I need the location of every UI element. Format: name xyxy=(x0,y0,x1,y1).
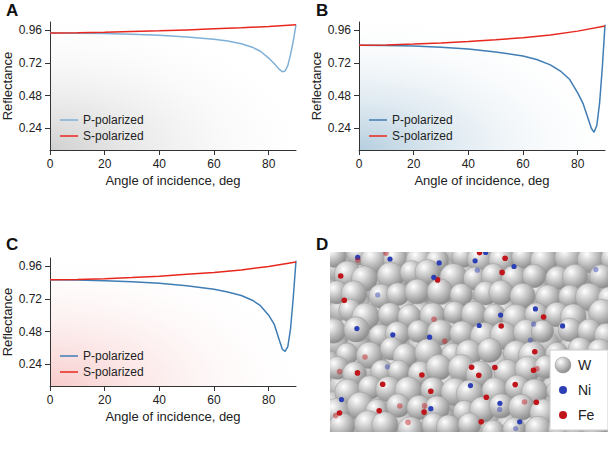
svg-text:Angle of incidence, deg: Angle of incidence, deg xyxy=(105,173,240,188)
svg-text:80: 80 xyxy=(262,157,276,171)
svg-text:40: 40 xyxy=(153,393,167,407)
svg-text:S-polarized: S-polarized xyxy=(392,129,453,143)
svg-text:60: 60 xyxy=(516,157,530,171)
svg-text:Fe: Fe xyxy=(578,407,595,423)
svg-text:0.72: 0.72 xyxy=(328,56,352,70)
svg-text:20: 20 xyxy=(98,157,112,171)
svg-text:P-polarized: P-polarized xyxy=(392,113,453,127)
svg-text:W: W xyxy=(578,357,592,373)
svg-text:0.24: 0.24 xyxy=(328,121,352,135)
svg-text:40: 40 xyxy=(153,157,167,171)
svg-text:0.72: 0.72 xyxy=(19,292,43,306)
svg-text:Angle of incidence, deg: Angle of incidence, deg xyxy=(414,173,549,188)
svg-text:60: 60 xyxy=(207,393,221,407)
svg-text:0.96: 0.96 xyxy=(19,259,43,273)
svg-text:Ni: Ni xyxy=(578,382,591,398)
svg-text:D: D xyxy=(316,235,328,254)
svg-text:P-polarized: P-polarized xyxy=(83,349,144,363)
svg-text:P-polarized: P-polarized xyxy=(83,113,144,127)
svg-text:0: 0 xyxy=(47,393,54,407)
svg-text:0: 0 xyxy=(356,157,363,171)
svg-text:40: 40 xyxy=(462,157,476,171)
svg-text:20: 20 xyxy=(407,157,421,171)
svg-text:0: 0 xyxy=(47,157,54,171)
svg-text:0.48: 0.48 xyxy=(328,89,352,103)
svg-text:Reflectance: Reflectance xyxy=(309,52,324,121)
svg-text:B: B xyxy=(316,1,328,20)
svg-text:0.24: 0.24 xyxy=(19,357,43,371)
svg-text:C: C xyxy=(6,235,18,254)
svg-text:0.48: 0.48 xyxy=(19,325,43,339)
svg-text:20: 20 xyxy=(98,393,112,407)
svg-text:0.48: 0.48 xyxy=(19,89,43,103)
svg-text:0.96: 0.96 xyxy=(19,23,43,37)
svg-text:Reflectance: Reflectance xyxy=(0,288,15,357)
svg-text:A: A xyxy=(6,1,18,20)
svg-text:S-polarized: S-polarized xyxy=(83,129,144,143)
svg-text:60: 60 xyxy=(207,157,221,171)
svg-text:80: 80 xyxy=(571,157,585,171)
svg-text:S-polarized: S-polarized xyxy=(83,365,144,379)
svg-text:80: 80 xyxy=(262,393,276,407)
svg-text:0.96: 0.96 xyxy=(328,23,352,37)
svg-text:0.24: 0.24 xyxy=(19,121,43,135)
svg-text:0.72: 0.72 xyxy=(19,56,43,70)
svg-text:Reflectance: Reflectance xyxy=(0,52,15,121)
svg-text:Angle of incidence, deg: Angle of incidence, deg xyxy=(105,409,240,424)
